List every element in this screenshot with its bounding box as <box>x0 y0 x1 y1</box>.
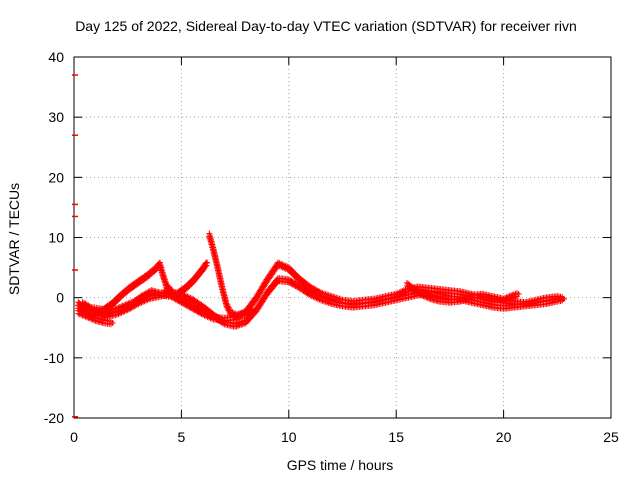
data-point <box>515 291 522 298</box>
data-point <box>134 301 141 308</box>
data-point <box>506 296 513 303</box>
data-point <box>109 319 116 326</box>
data-point <box>245 310 252 317</box>
y-tick-label: -10 <box>44 350 64 366</box>
data-point <box>500 298 507 305</box>
x-tick-label: 10 <box>281 429 297 445</box>
gridlines <box>74 57 611 418</box>
data-point <box>502 297 509 304</box>
x-tick-label: 15 <box>388 429 404 445</box>
y-tick-label: 40 <box>48 49 64 65</box>
data-point <box>202 263 209 270</box>
data-point <box>504 296 511 303</box>
data-point <box>203 262 210 269</box>
y-tick-label: 30 <box>48 109 64 125</box>
data-point <box>246 309 253 316</box>
data-point <box>560 295 567 302</box>
y-tick-label: 10 <box>48 230 64 246</box>
x-ticks: 0 5 10 15 20 25 <box>70 57 619 445</box>
y-tick-label: 0 <box>56 290 64 306</box>
data-point <box>503 297 510 304</box>
x-tick-label: 25 <box>603 429 619 445</box>
data-points <box>72 74 567 418</box>
y-axis-title: SDTVAR / TECUs <box>6 183 22 295</box>
data-point <box>244 311 251 318</box>
data-point <box>249 306 256 313</box>
x-tick-label: 5 <box>178 429 186 445</box>
data-point <box>507 295 514 302</box>
data-point <box>204 259 211 266</box>
y-tick-label: 20 <box>48 169 64 185</box>
x-axis-title: GPS time / hours <box>287 457 394 473</box>
x-tick-label: 0 <box>70 429 78 445</box>
chart-title: Day 125 of 2022, Sidereal Day-to-day VTE… <box>75 18 577 34</box>
data-point <box>274 279 281 286</box>
x-tick-label: 20 <box>496 429 512 445</box>
y-ticks: -20 -10 0 10 20 30 40 <box>44 49 611 426</box>
data-point <box>232 323 239 330</box>
y-tick-label: -20 <box>44 410 64 426</box>
data-point <box>242 311 249 318</box>
